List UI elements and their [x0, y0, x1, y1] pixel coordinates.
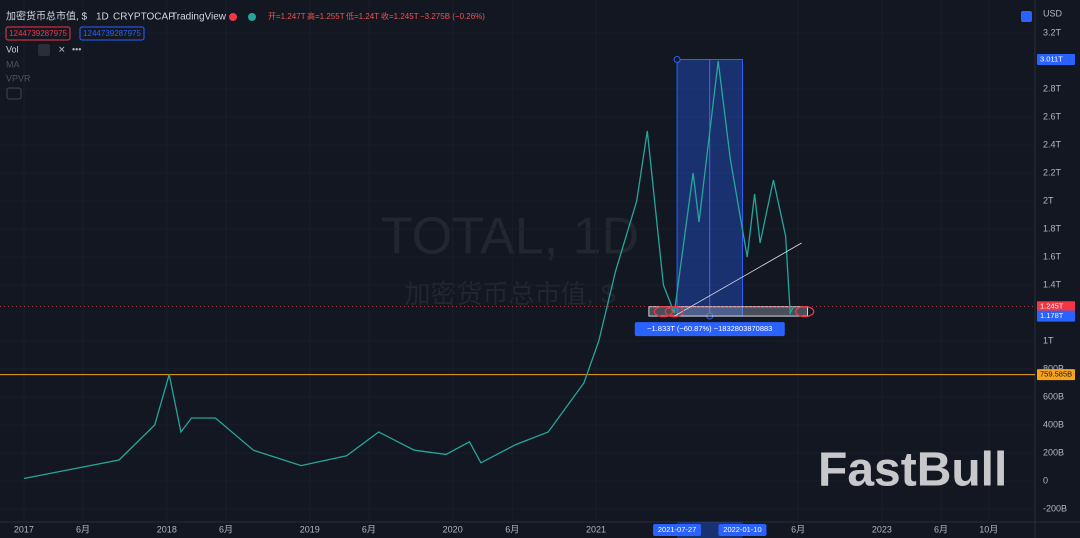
time-tick-label: 2023 [872, 524, 892, 534]
price-line [23, 60, 794, 480]
time-label: 2022-01-10 [723, 525, 761, 534]
buy-button[interactable] [79, 26, 145, 41]
measure-handle [673, 55, 681, 63]
time-tick-label: 2021 [586, 524, 606, 534]
ohlc-change: −3.275B (−0.26%) [420, 12, 485, 21]
price-marker-bg [1037, 53, 1075, 65]
auto-scale-button[interactable] [1021, 11, 1032, 22]
price-tick-label: 800B [1043, 363, 1064, 373]
price-tick-label: 2.2T [1043, 167, 1062, 177]
interval: 1D [96, 12, 109, 23]
measure-label: −1.833T (−60.87%) −1832803870883 [647, 324, 772, 333]
price-marker-bg [1037, 310, 1075, 322]
measure-label-bg [634, 322, 785, 337]
price-tick-label: 400B [1043, 419, 1064, 429]
time-tick-label: 10月 [979, 524, 998, 534]
ohlc-close: 收=1.245T [381, 11, 419, 21]
indicator-vpvr[interactable]: VPVR [6, 73, 31, 83]
indicator-ma[interactable]: MA [6, 59, 20, 69]
sell-price[interactable]: 1244739287975 [9, 29, 67, 38]
close-icon[interactable]: ✕ [58, 44, 66, 54]
currency: USD [1043, 8, 1063, 18]
buy-price[interactable]: 1244739287975 [83, 29, 141, 38]
collapse-button[interactable] [6, 87, 22, 100]
price-tick-label: 1.4T [1043, 279, 1062, 289]
status-dot [248, 13, 256, 21]
price-tick-label: 1.8T [1043, 223, 1062, 233]
price-marker-label: 759.585B [1040, 370, 1072, 379]
highlight-circle [653, 305, 674, 318]
time-tick-label: 6月 [362, 524, 376, 534]
time-tick-label: 2019 [300, 524, 320, 534]
exchange: CRYPTOCAP [113, 12, 175, 23]
price-tick-label: 2T [1043, 195, 1054, 205]
price-tick-label: 2.6T [1043, 111, 1062, 121]
price-marker-label: 1.178T [1040, 311, 1064, 320]
price-tick-label: 1T [1043, 335, 1054, 345]
price-tick-label: 2.8T [1043, 83, 1062, 93]
price-tick-label: 0 [1043, 475, 1048, 485]
time-label: 2021-07-27 [658, 525, 696, 534]
time-tick-label: 2020 [443, 524, 463, 534]
ohlc-high: 高=1.255T [307, 11, 345, 21]
indicator-vol[interactable]: Vol [6, 44, 19, 54]
source: TradingView [171, 12, 227, 23]
time-tick-label: 6月 [505, 524, 519, 534]
time-label-bg [653, 524, 702, 536]
price-tick-label: 3.2T [1043, 27, 1062, 37]
time-tick-label: 2018 [157, 524, 177, 534]
time-tick-label: 6月 [791, 524, 805, 534]
time-label-bg [718, 524, 767, 536]
trend-line [674, 242, 802, 317]
price-marker-label: 3.011T [1040, 54, 1063, 63]
more-icon[interactable]: ••• [72, 44, 81, 54]
time-tick-label: 6月 [219, 524, 233, 534]
highlight-circle [664, 305, 684, 318]
price-tick-label: -200B [1043, 503, 1067, 513]
price-tick-label: 2.4T [1043, 139, 1062, 149]
settings-icon[interactable] [38, 44, 50, 56]
time-tick-label: 6月 [76, 524, 90, 534]
ohlc-open: 开=1.247T [268, 12, 306, 21]
time-tick-label: 2017 [14, 524, 34, 534]
symbol-title: 加密货币总市值, $ [6, 10, 88, 23]
sell-button[interactable] [5, 26, 71, 41]
ohlc-low: 低=1.24T [346, 11, 379, 21]
price-marker-bg [1037, 369, 1075, 381]
price-tick-label: 1.6T [1043, 251, 1062, 261]
price-tick-label: 600B [1043, 391, 1064, 401]
price-marker-label: 1.245T [1040, 302, 1064, 311]
brand-watermark: FastBull [818, 444, 1007, 497]
status-dot [229, 13, 237, 21]
price-tick-label: 200B [1043, 447, 1064, 457]
watermark-name: 加密货币总市值, $ [405, 279, 616, 309]
time-tick-label: 6月 [934, 524, 948, 534]
highlight-circle [795, 305, 815, 318]
price-marker-bg [1037, 301, 1075, 313]
